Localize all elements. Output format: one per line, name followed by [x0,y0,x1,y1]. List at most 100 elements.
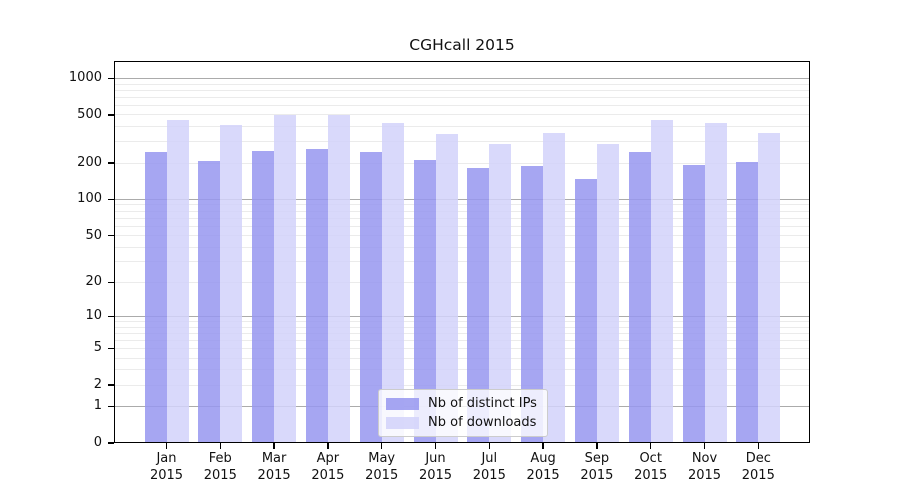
gridline-minor [114,347,810,349]
chart-title: CGHcall 2015 [409,36,515,54]
x-axis-tick [757,443,759,449]
bar-distinct-ips [413,159,436,443]
y-axis-tick [108,384,114,386]
gridline-minor [114,141,810,143]
gridline-minor [114,384,810,386]
y-axis-tick [108,234,114,237]
bar-distinct-ips [467,167,490,443]
gridline-minor [114,162,810,164]
x-tick-label: Jan 2015 [149,451,184,483]
bar-distinct-ips [736,161,759,443]
gridline-minor [114,321,810,322]
bar-downloads [543,133,566,443]
gridline-minor [114,83,810,85]
bar-downloads [220,124,243,443]
bar-distinct-ips [198,160,221,443]
plot-area [114,61,810,443]
gridline-major [114,198,810,200]
x-tick-label: Feb 2015 [203,451,237,483]
y-tick-label: 20 [85,274,102,290]
x-tick-label: Aug 2015 [526,451,560,483]
legend-label-downloads: Nb of downloads [428,415,537,430]
y-tick-label: 2 [93,377,102,393]
y-tick-label: 500 [77,106,102,122]
x-tick-label: Jun 2015 [418,451,453,483]
x-axis-tick [327,443,329,449]
y-axis-tick [108,281,114,284]
y-tick-label: 50 [85,227,102,243]
bar-downloads [381,122,404,443]
y-tick-label: 1 [93,398,102,414]
gridline-major [114,315,810,317]
bar-downloads [650,119,673,443]
x-tick-label: Nov 2015 [687,451,722,483]
gridline-minor [114,326,810,328]
y-tick-label: 200 [77,155,102,171]
x-tick-label: Jul 2015 [472,451,506,483]
legend-swatch-downloads [386,416,419,429]
bar-downloads [704,122,727,443]
x-tick-label: Mar 2015 [257,451,291,483]
x-axis-tick [381,443,383,449]
bar-distinct-ips [359,151,382,443]
bar-distinct-ips [574,178,597,443]
legend: Nb of distinct IPs Nb of downloads [378,389,548,437]
y-axis-tick [108,405,114,408]
gridline-minor [114,332,810,334]
x-axis-tick [273,443,275,449]
gridline-minor [114,369,810,371]
y-tick-label: 1000 [68,70,102,86]
legend-label-distinct-ips: Nb of distinct IPs [428,396,537,411]
x-axis-tick [434,443,437,449]
y-axis-tick [108,162,114,164]
bar-downloads [274,114,297,443]
y-axis-tick [108,315,114,318]
y-axis-tick [108,77,114,80]
legend-row: Nb of downloads [386,414,537,431]
x-tick-label: Apr 2015 [311,451,345,483]
x-tick-label: Dec 2015 [741,451,775,483]
gridline-minor [114,89,810,91]
bar-downloads [166,119,189,443]
y-tick-label: 0 [93,435,102,450]
gridline-minor [114,357,810,359]
bar-downloads [758,133,781,443]
gridline-minor [114,281,810,283]
y-axis-tick [108,347,114,350]
x-tick-label: Oct 2015 [634,451,668,483]
x-axis-tick [219,443,221,449]
gridline-minor [114,246,810,248]
gridline-minor [114,339,810,341]
bar-downloads [596,144,619,443]
bar-downloads [489,143,512,443]
gridline-major [114,77,810,79]
gridline-minor [114,217,810,219]
bar-distinct-ips [628,152,651,443]
y-tick-label: 10 [85,308,102,324]
y-tick-label: 100 [77,191,102,207]
x-axis-tick [542,443,544,449]
gridline-minor [114,126,810,128]
gridline-minor [114,114,810,116]
gridline-minor [114,204,810,206]
gridline-minor [114,96,810,98]
bar-downloads [435,134,458,443]
legend-row: Nb of distinct IPs [386,395,537,412]
legend-swatch-distinct-ips [386,397,419,410]
bar-distinct-ips [144,151,167,443]
x-axis-tick [650,443,652,449]
gridline-minor [114,210,810,212]
y-axis-tick [108,442,114,444]
x-axis-tick [596,443,598,449]
y-axis-tick [108,198,114,201]
gridline-minor [114,104,810,106]
x-tick-label: Sep 2015 [580,451,614,483]
bar-distinct-ips [252,150,275,443]
x-axis-tick [488,443,490,449]
bar-distinct-ips [682,164,705,443]
gridline-minor [114,235,810,237]
x-axis-tick [165,443,168,449]
gridline-minor [114,261,810,263]
y-axis-tick [108,114,114,116]
